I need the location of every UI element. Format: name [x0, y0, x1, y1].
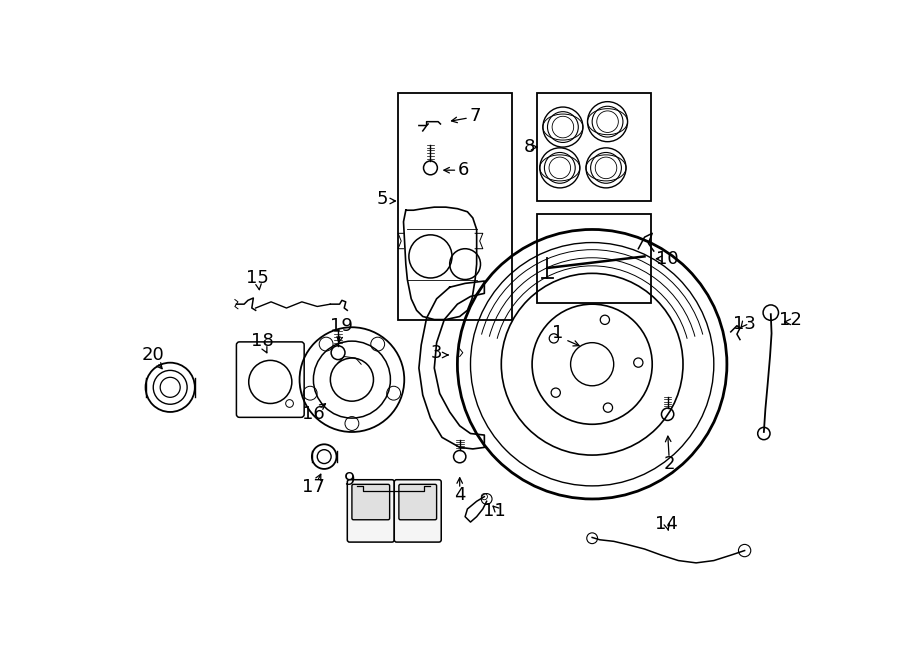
Text: 12: 12: [779, 311, 802, 329]
Text: 11: 11: [483, 502, 506, 520]
Text: 17: 17: [302, 479, 325, 496]
Text: 14: 14: [654, 516, 678, 533]
Bar: [536, 93, 651, 201]
FancyBboxPatch shape: [352, 485, 390, 520]
Text: 20: 20: [142, 346, 165, 364]
Text: 15: 15: [246, 269, 268, 287]
Text: 1: 1: [552, 325, 563, 342]
FancyBboxPatch shape: [394, 480, 441, 542]
Text: 8: 8: [523, 138, 535, 156]
Text: 16: 16: [302, 405, 325, 423]
FancyBboxPatch shape: [399, 485, 436, 520]
Text: 5: 5: [377, 190, 389, 208]
Text: 7: 7: [470, 107, 481, 126]
FancyBboxPatch shape: [347, 480, 394, 542]
Text: 18: 18: [251, 332, 274, 350]
Text: 9: 9: [344, 471, 356, 488]
Text: 13: 13: [734, 315, 756, 333]
Text: 10: 10: [656, 250, 679, 268]
Bar: [398, 93, 512, 321]
Text: 2: 2: [663, 455, 675, 473]
Text: 4: 4: [454, 486, 465, 504]
Text: 6: 6: [458, 161, 469, 179]
Text: 19: 19: [330, 317, 354, 334]
Text: 3: 3: [431, 344, 443, 362]
Bar: [536, 214, 651, 303]
